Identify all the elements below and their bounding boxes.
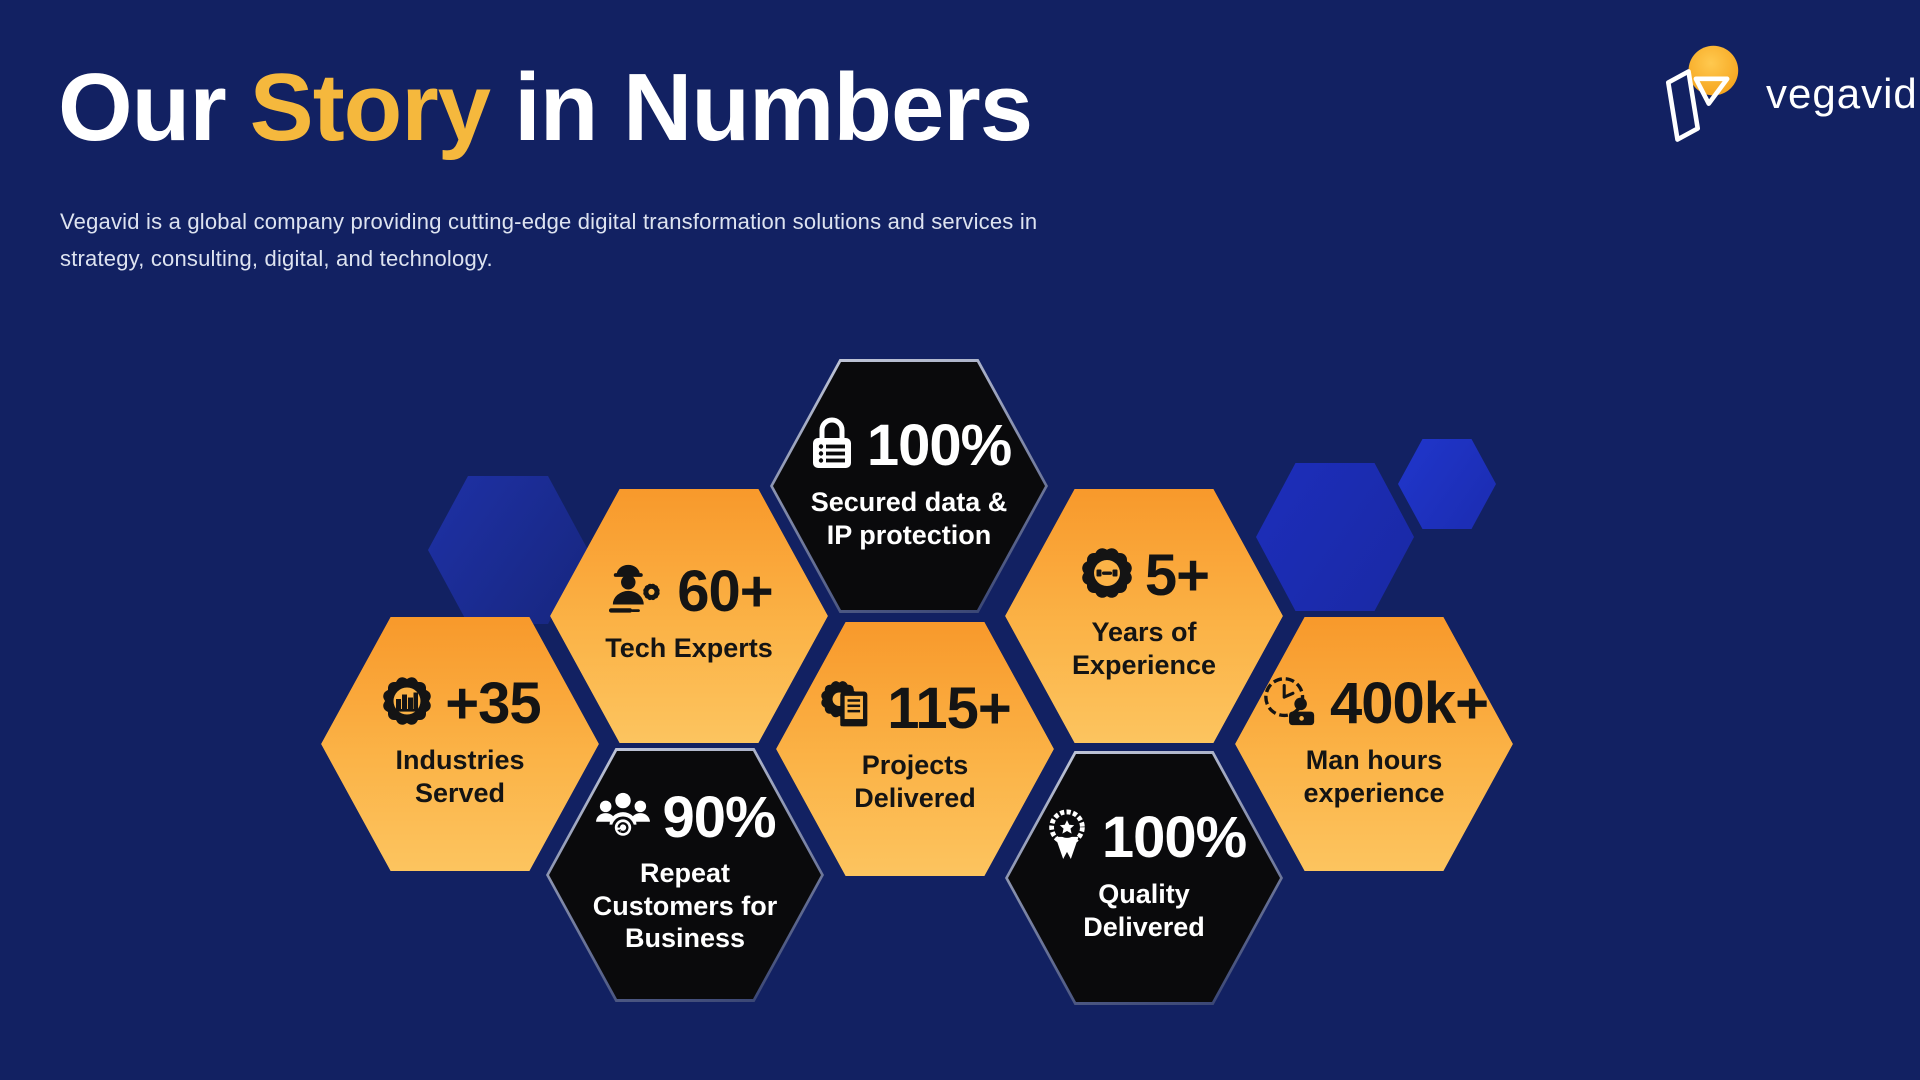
- vegavid-logo: vegavid: [1660, 42, 1918, 146]
- people-group-icon: [594, 790, 652, 847]
- stat-label: Industries Served: [395, 745, 525, 808]
- stat-value: 5+: [1144, 542, 1210, 608]
- engineer-icon: [605, 561, 667, 622]
- stat-value: 60+: [677, 558, 773, 624]
- stat-hexagon-quality-delivered: 100% Quality Delivered: [1005, 751, 1283, 1005]
- stat-label: Projects Delivered: [854, 750, 976, 813]
- stat-value: 400k+: [1330, 670, 1489, 736]
- medal-icon: [1042, 807, 1092, 868]
- clock-person-icon: [1260, 673, 1320, 734]
- stat-hexagon-repeat-customers: 90% Repeat Customers for Business: [546, 748, 824, 1002]
- stat-hexagon-years-experience: 5+ Years of Experience: [1005, 489, 1283, 743]
- stat-hexagon-secured-data: 100% Secured data & IP protection: [770, 359, 1048, 613]
- stat-label: Tech Experts: [605, 633, 773, 664]
- stat-value: 100%: [1101, 804, 1247, 870]
- hexagon-face: [1005, 489, 1283, 743]
- stat-hexagon-tech-experts: 60+ Tech Experts: [550, 489, 828, 743]
- page-title: Our Story in Numbers: [58, 54, 1033, 161]
- stat-label: Years of Experience: [1071, 617, 1217, 680]
- stat-hexagon-projects-delivered: 115+ Projects Delivered: [776, 622, 1054, 876]
- industry-gear-icon: [379, 673, 435, 734]
- title-pre: Our: [58, 54, 227, 161]
- stat-hexagon-industries-served: +35 Industries Served: [321, 617, 599, 871]
- gear-tools-icon: [1079, 545, 1135, 606]
- stat-label: Quality Delivered: [1083, 879, 1205, 942]
- vegavid-logo-icon: [1660, 42, 1752, 146]
- stat-label: Secured data & IP protection: [810, 487, 1008, 550]
- stat-value: 115+: [887, 675, 1011, 741]
- stat-value: 100%: [866, 412, 1012, 478]
- stat-value: 90%: [662, 785, 776, 851]
- title-highlight: Story: [249, 54, 491, 161]
- gear-book-icon: [819, 678, 877, 739]
- hexagon-face: [1008, 754, 1280, 1002]
- stat-hexagon-man-hours: 400k+ Man hours experience: [1235, 617, 1513, 871]
- subtitle-line-1: Vegavid is a global company providing cu…: [60, 209, 1038, 234]
- title-post: in Numbers: [514, 54, 1033, 161]
- lock-icon: [807, 415, 857, 476]
- subtitle: Vegavid is a global company providing cu…: [60, 203, 1037, 277]
- stat-label: Repeat Customers for Business: [592, 858, 778, 954]
- stat-value: +35: [445, 670, 541, 736]
- hexagon-face: [1235, 617, 1513, 871]
- vegavid-wordmark: vegavid: [1766, 70, 1918, 117]
- decorative-hexagon-right-large: [1256, 463, 1414, 611]
- stat-label: Man hours experience: [1303, 745, 1445, 808]
- decorative-hexagon-right-small: [1398, 439, 1496, 529]
- subtitle-line-2: strategy, consulting, digital, and techn…: [60, 246, 493, 271]
